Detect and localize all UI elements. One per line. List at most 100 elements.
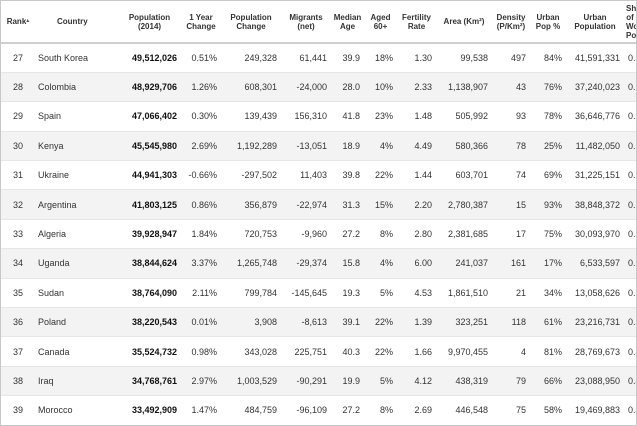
yearly-change-cell: 0.51% (181, 43, 221, 73)
header-density[interactable]: Density (P/Km²) (492, 1, 530, 44)
migrants-cell: 61,441 (281, 43, 331, 73)
header-area[interactable]: Area (Km²) (436, 1, 492, 44)
header-fertility-rate[interactable]: Fertility Rate (397, 1, 436, 44)
country-cell[interactable]: Kenya (35, 131, 118, 162)
rank-cell: 32 (1, 189, 35, 220)
aged-60-cell: 8% (364, 395, 397, 425)
fertility-rate-cell: 1.39 (397, 307, 436, 338)
population-cell: 39,928,947 (118, 219, 181, 250)
density-cell: 21 (492, 278, 530, 309)
population-change-cell: 249,328 (221, 43, 281, 73)
aged-60-cell: 18% (364, 43, 397, 73)
aged-60-cell: 23% (364, 101, 397, 132)
population-change-cell: 3,908 (221, 307, 281, 338)
country-cell[interactable]: Iraq (35, 366, 118, 397)
table-row: 30 Kenya 45,545,980 2.69% 1,192,289 -13,051 18… (1, 131, 636, 162)
rank-cell: 36 (1, 307, 35, 338)
yearly-change-cell: 2.97% (181, 366, 221, 397)
urban-population-cell: 41,591,331 (566, 43, 624, 73)
population-change-cell: 139,439 (221, 101, 281, 132)
table-row: 37 Canada 35,524,732 0.98% 343,028 225,751 40.… (1, 336, 636, 367)
rank-cell: 31 (1, 160, 35, 191)
fertility-rate-cell: 4.12 (397, 366, 436, 397)
median-age-cell: 39.8 (331, 160, 364, 191)
country-cell[interactable]: Algeria (35, 219, 118, 250)
migrants-cell: -96,109 (281, 395, 331, 425)
density-cell: 75 (492, 395, 530, 425)
yearly-change-cell: 1.26% (181, 72, 221, 103)
country-cell[interactable]: Poland (35, 307, 118, 338)
header-median-age[interactable]: Median Age (331, 1, 364, 44)
rank-cell: 27 (1, 43, 35, 73)
table-row: 38 Iraq 34,768,761 2.97% 1,003,529 -90,291 19.… (1, 366, 636, 397)
country-cell[interactable]: Morocco (35, 395, 118, 425)
density-cell: 497 (492, 43, 530, 73)
country-cell[interactable]: Canada (35, 336, 118, 367)
world-share-cell: 0.65% (624, 101, 636, 132)
urban-pop-pct-cell: 76% (530, 72, 566, 103)
urban-pop-pct-cell: 58% (530, 395, 566, 425)
rank-cell: 30 (1, 131, 35, 162)
rank-cell: 28 (1, 72, 35, 103)
world-share-cell: 0.55% (624, 219, 636, 250)
yearly-change-cell: 2.11% (181, 278, 221, 309)
area-cell: 323,251 (436, 307, 492, 338)
urban-population-cell: 19,469,883 (566, 395, 624, 425)
header-rank[interactable]: Rank▴ (1, 1, 35, 44)
country-cell[interactable]: South Korea (35, 43, 118, 73)
country-cell[interactable]: Ukraine (35, 160, 118, 191)
header-country[interactable]: Country (35, 1, 118, 44)
header-migrants[interactable]: Migrants (net) (281, 1, 331, 44)
aged-60-cell: 5% (364, 366, 397, 397)
rank-cell: 35 (1, 278, 35, 309)
country-cell[interactable]: Argentina (35, 189, 118, 220)
population-cell: 35,524,732 (118, 336, 181, 367)
fertility-rate-cell: 4.53 (397, 278, 436, 309)
median-age-cell: 19.9 (331, 366, 364, 397)
world-share-cell: 0.46% (624, 395, 636, 425)
header-population[interactable]: Population (2014) (118, 1, 181, 44)
country-cell[interactable]: Spain (35, 101, 118, 132)
world-share-cell: 0.48% (624, 366, 636, 397)
urban-population-cell: 23,216,731 (566, 307, 624, 338)
fertility-rate-cell: 2.80 (397, 219, 436, 250)
aged-60-cell: 4% (364, 248, 397, 279)
header-yearly-change[interactable]: 1 Year Change (181, 1, 221, 44)
country-cell[interactable]: Uganda (35, 248, 118, 279)
urban-pop-pct-cell: 75% (530, 219, 566, 250)
median-age-cell: 31.3 (331, 189, 364, 220)
fertility-rate-cell: 1.48 (397, 101, 436, 132)
fertility-rate-cell: 2.33 (397, 72, 436, 103)
urban-population-cell: 6,533,597 (566, 248, 624, 279)
table-row: 33 Algeria 39,928,947 1.84% 720,753 -9,960 27.… (1, 219, 636, 250)
urban-population-cell: 37,240,023 (566, 72, 624, 103)
population-change-cell: 356,879 (221, 189, 281, 220)
urban-population-cell: 31,225,151 (566, 160, 624, 191)
fertility-rate-cell: 1.30 (397, 43, 436, 73)
country-cell[interactable]: Colombia (35, 72, 118, 103)
header-aged-60[interactable]: Aged 60+ (364, 1, 397, 44)
world-share-cell: 0.58% (624, 189, 636, 220)
aged-60-cell: 22% (364, 336, 397, 367)
header-world-share[interactable]: Share of World Pop (624, 1, 636, 44)
table-row: 32 Argentina 41,803,125 0.86% 356,879 -22,974… (1, 189, 636, 220)
table-row: 39 Morocco 33,492,909 1.47% 484,759 -96,109 27… (1, 395, 636, 425)
area-cell: 438,319 (436, 366, 492, 397)
area-cell: 446,548 (436, 395, 492, 425)
area-cell: 1,861,510 (436, 278, 492, 309)
header-population-change[interactable]: Population Change (221, 1, 281, 44)
area-cell: 1,138,907 (436, 72, 492, 103)
population-change-cell: 1,003,529 (221, 366, 281, 397)
table-row: 29 Spain 47,066,402 0.30% 139,439 156,310 41.8… (1, 101, 636, 132)
aged-60-cell: 22% (364, 307, 397, 338)
fertility-rate-cell: 4.49 (397, 131, 436, 162)
area-cell: 2,780,387 (436, 189, 492, 220)
header-urban-pop-pct[interactable]: Urban Pop % (530, 1, 566, 44)
fertility-rate-cell: 6.00 (397, 248, 436, 279)
header-urban-population[interactable]: Urban Population (566, 1, 624, 44)
country-cell[interactable]: Sudan (35, 278, 118, 309)
rank-cell: 37 (1, 336, 35, 367)
area-cell: 99,538 (436, 43, 492, 73)
yearly-change-cell: 0.86% (181, 189, 221, 220)
vertical-scrollbar[interactable] (633, 1, 636, 425)
